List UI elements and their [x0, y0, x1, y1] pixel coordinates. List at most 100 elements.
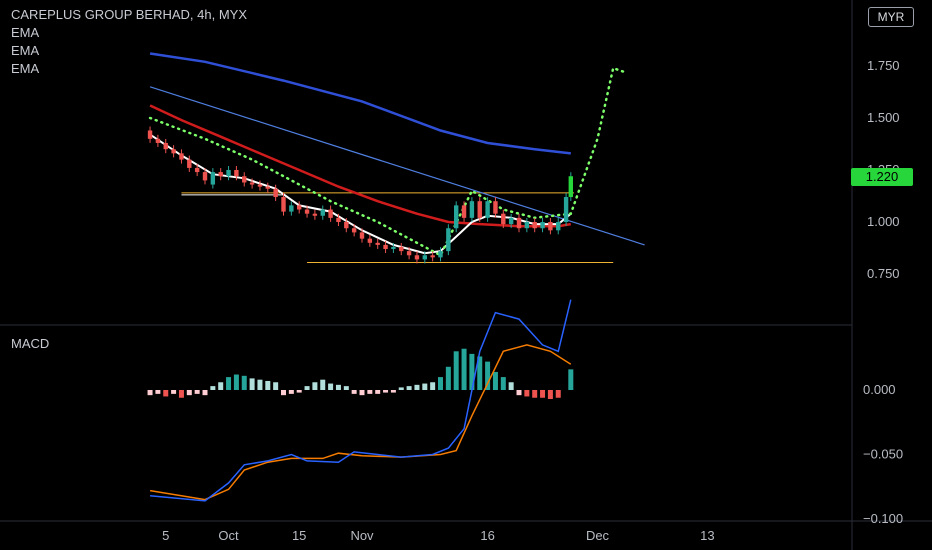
macd-tick-label: 0.000 [863, 382, 896, 397]
candle-body [516, 217, 522, 229]
time-tick-label: 15 [292, 528, 306, 543]
macd-histogram-bar [508, 382, 514, 390]
macd-histogram-bar [532, 390, 538, 398]
candle-body [312, 213, 318, 216]
candle-body [249, 182, 255, 185]
candle-body [422, 255, 427, 260]
macd-label: MACD [11, 336, 50, 351]
candle-body [304, 209, 310, 214]
price-tick-label: 1.750 [867, 58, 900, 73]
last-price-tag: 1.220 [851, 168, 913, 186]
macd-histogram-bar [218, 382, 224, 390]
time-tick-label: Nov [350, 528, 374, 543]
macd-histogram-bar [320, 379, 326, 390]
macd-histogram-bar [453, 351, 459, 390]
candle-body [163, 142, 168, 150]
candle-body [438, 251, 443, 258]
macd-histogram-bar [351, 390, 357, 394]
macd-signal-line [149, 344, 572, 501]
macd-histogram-bar [281, 390, 286, 396]
candle-body [281, 197, 286, 212]
macd-histogram-bar [367, 390, 373, 394]
macd-histogram-bar [210, 386, 216, 390]
candle-body [336, 217, 341, 222]
macd-histogram-bar [202, 390, 208, 396]
macd-histogram-bar [171, 390, 177, 394]
candle-body [485, 201, 490, 218]
macd-histogram-bar [555, 390, 561, 398]
candle-body [446, 228, 451, 252]
candle-body [273, 188, 278, 198]
macd-histogram-bar [288, 390, 294, 394]
candle-body [242, 176, 247, 183]
price-tick-label: 1.000 [867, 214, 900, 229]
macd-histogram-bar [477, 356, 483, 390]
candle-body [532, 222, 537, 229]
candle-body [430, 255, 435, 258]
ema-label-3: EMA [11, 61, 40, 76]
macd-histogram-bar [178, 390, 184, 398]
candle-body [375, 242, 380, 245]
macd-histogram-bar [226, 377, 232, 390]
macd-histogram-bar [304, 386, 310, 390]
macd-line [150, 299, 572, 502]
macd-histogram-bar [163, 390, 169, 397]
macd-histogram-bar [469, 353, 475, 390]
macd-histogram-bar [422, 383, 428, 390]
candle-body [210, 172, 216, 185]
macd-histogram-bar [485, 361, 491, 390]
macd-histogram-bar [359, 390, 365, 396]
macd-histogram-bar [328, 383, 334, 390]
candle-body [194, 167, 200, 173]
macd-histogram-bar [547, 390, 553, 400]
candle-body [556, 222, 561, 231]
macd-histogram-bar [568, 369, 574, 390]
candle-body [461, 205, 467, 218]
candle-body [524, 222, 530, 229]
macd-histogram-bar [398, 387, 404, 390]
candle-body [399, 246, 404, 252]
macd-histogram-bar [492, 371, 498, 390]
candle-body [501, 213, 506, 225]
candle-body [469, 201, 475, 218]
candle-body [234, 170, 239, 177]
forecast-dotted-line [148, 66, 627, 258]
candle-body [493, 201, 498, 214]
macd-histogram-bar [155, 390, 161, 394]
candle-body [548, 222, 553, 231]
candle-body [406, 251, 412, 256]
candle-body [391, 246, 396, 250]
time-tick-label: 5 [162, 528, 169, 543]
candle-body [414, 255, 420, 260]
macd-histogram-bar [414, 384, 420, 390]
ema-mid-line [149, 104, 572, 228]
ema-label-1: EMA [11, 25, 40, 40]
candle-body [171, 149, 176, 154]
candle-body [226, 170, 231, 177]
macd-histogram-bar [406, 386, 412, 390]
currency-button[interactable]: MYR [868, 7, 914, 27]
chart-title: CAREPLUS GROUP BERHAD, 4h, MYX [11, 7, 247, 22]
macd-tick-label: −0.100 [863, 511, 903, 526]
legend: CAREPLUS GROUP BERHAD, 4h, MYX EMA EMA E… [11, 6, 247, 78]
macd-tick-label: −0.050 [863, 447, 903, 462]
candle-body [508, 217, 514, 225]
macd-histogram-bar [445, 366, 451, 390]
candle-body [351, 228, 357, 233]
macd-histogram-bar [241, 375, 247, 390]
macd-histogram-bar [540, 390, 546, 398]
candle-body [367, 238, 373, 243]
candle-body [187, 159, 192, 168]
time-tick-label: Oct [218, 528, 239, 543]
candle-body [147, 130, 153, 139]
candle-body [328, 209, 333, 218]
candle-body [563, 197, 569, 222]
ema-slow-line [149, 52, 571, 155]
time-tick-label: 13 [700, 528, 714, 543]
macd-histogram-bar [257, 379, 263, 390]
candle-body [344, 222, 349, 229]
candle-body [257, 184, 263, 187]
price-tick-label: 1.500 [867, 110, 900, 125]
macd-histogram-bar [461, 348, 467, 390]
